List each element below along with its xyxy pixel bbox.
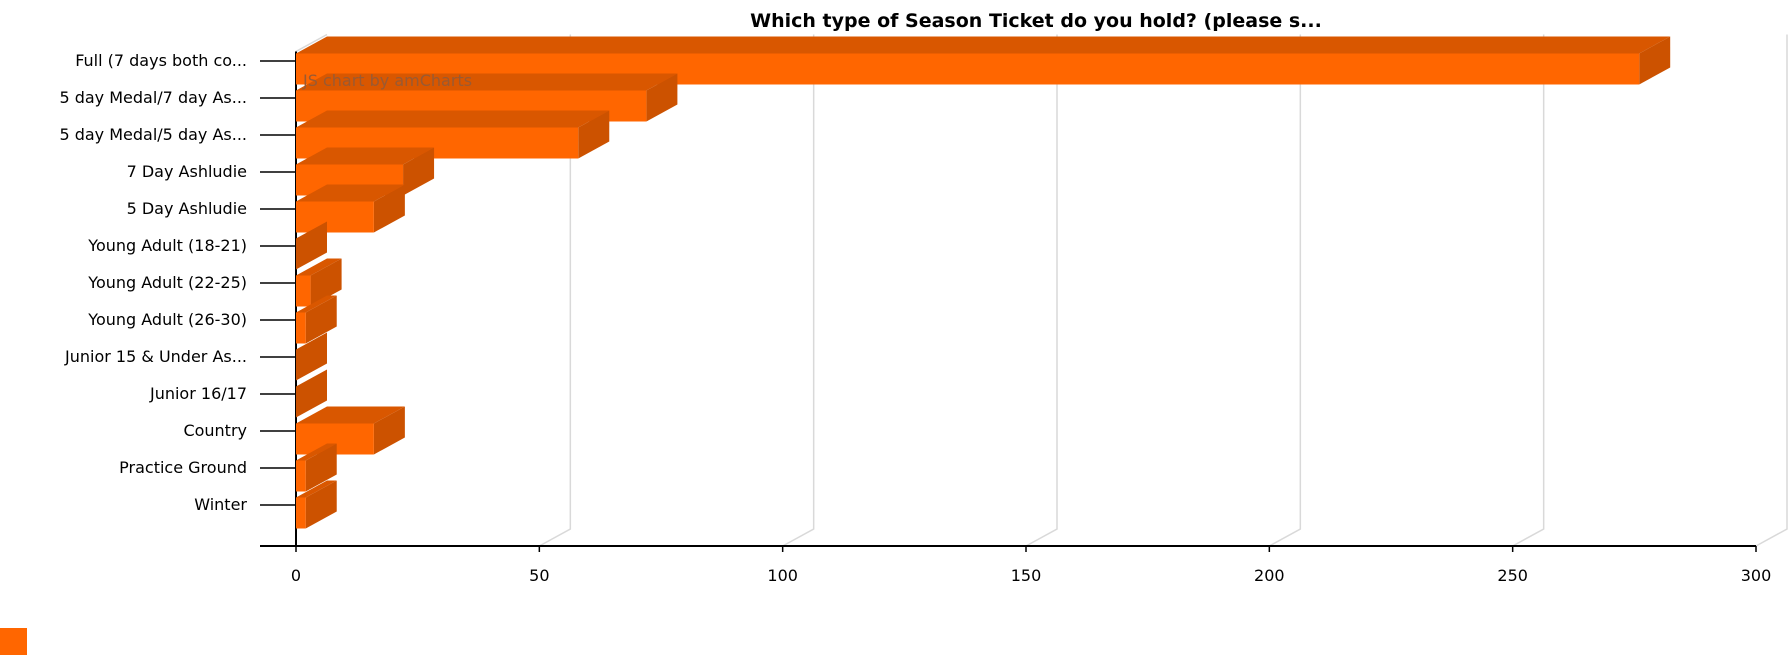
bar-layer [296,36,1671,529]
category-label: Practice Ground [119,458,247,477]
bar-side-face[interactable] [646,73,678,122]
bar[interactable] [296,497,306,529]
category-label: Young Adult (18-21) [87,236,247,255]
amcharts-credit-link[interactable]: JS chart by amCharts [302,71,472,90]
bar-side-face[interactable] [305,480,337,529]
category-label: Full (7 days both co... [75,51,247,70]
x-tick-label: 50 [529,566,549,585]
bar-side-face[interactable] [403,147,435,196]
x-tick-label: 150 [1011,566,1042,585]
bar-top-face[interactable] [296,110,610,128]
category-label: 5 day Medal/7 day As... [59,88,247,107]
grid-line [782,34,815,547]
bar-top-face[interactable] [296,295,337,313]
category-label: Junior 16/17 [149,384,247,403]
bar-top-face[interactable] [296,480,337,498]
grid-line [538,34,572,547]
bar-top-face[interactable] [296,443,337,461]
category-label: 5 Day Ashludie [127,199,247,218]
x-tick-label: 100 [767,566,798,585]
category-label: 5 day Medal/5 day As... [59,125,247,144]
bar-side-face[interactable] [373,406,405,455]
category-label: 7 Day Ashludie [127,162,247,181]
category-label: Junior 15 & Under As... [64,347,247,366]
category-label: Young Adult (26-30) [87,310,247,329]
grid-line [1268,34,1302,547]
bar-top-face[interactable] [296,406,405,424]
label-layer: 0 50 100 150 200 250 300 Full (7 days both co..… [59,51,1771,585]
bar-side-face[interactable] [305,295,337,344]
legend-swatch[interactable] [0,628,27,655]
bar-side-face[interactable] [310,258,342,307]
bar-side-face[interactable] [305,443,337,492]
bar-top-face[interactable] [296,73,678,91]
x-tick-label: 300 [1741,566,1772,585]
chart-title: Which type of Season Ticket do you hold?… [750,10,1322,32]
bar-top-face[interactable] [296,36,1671,54]
bar-side-face[interactable] [373,184,405,233]
category-label: Winter [194,495,247,514]
bar-side-face[interactable] [296,221,327,270]
category-label: Country [183,421,247,440]
grid-line [1755,34,1788,547]
bar-side-face[interactable] [296,369,327,418]
x-tick-label: 250 [1497,566,1528,585]
bar-side-face[interactable] [296,332,327,381]
bar[interactable] [296,460,306,492]
bar-side-face[interactable] [1639,36,1671,85]
bar-side-face[interactable] [578,110,610,159]
grid-line [1025,34,1058,547]
category-label: Young Adult (22-25) [87,273,247,292]
bar-top-face[interactable] [296,258,342,276]
bar-top-face[interactable] [296,147,435,165]
bar[interactable] [296,275,311,307]
x-tick-label: 0 [291,566,301,585]
x-tick-label: 200 [1254,566,1285,585]
grid-line [1512,34,1545,547]
bar[interactable] [296,312,306,344]
bar[interactable] [296,201,374,233]
bar-top-face[interactable] [296,184,405,202]
